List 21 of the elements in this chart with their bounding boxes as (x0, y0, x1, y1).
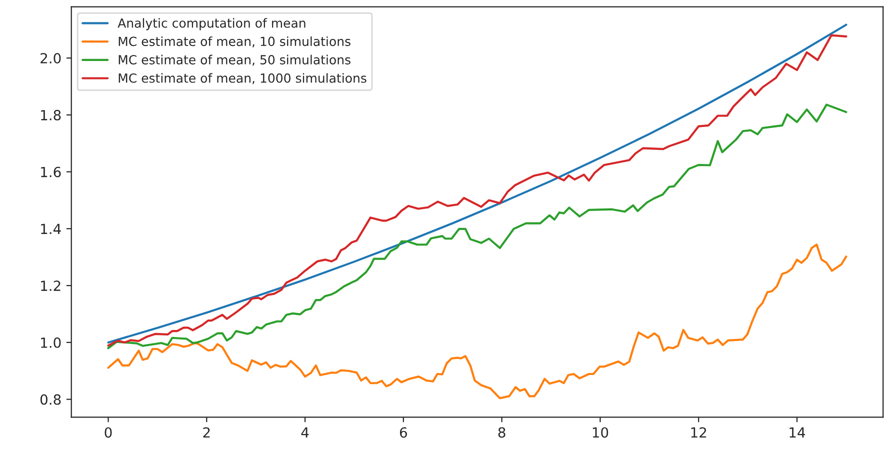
y-tick-label: 1.0 (41, 337, 61, 348)
x-tick-label: 4 (301, 427, 309, 438)
y-tick-label: 1.4 (41, 224, 61, 234)
legend-label: MC estimate of mean, 50 simulations (118, 54, 350, 66)
y-tick-label: 1.8 (41, 110, 61, 120)
line-series (107, 104, 848, 350)
line-series (107, 244, 848, 400)
x-tick-label: 10 (592, 427, 608, 438)
legend-label: MC estimate of mean, 10 simulations (118, 36, 350, 48)
x-tick-label: 2 (203, 427, 210, 438)
y-tick-label: 0.8 (40, 394, 61, 405)
legend-label: Analytic computation of mean (118, 18, 306, 30)
x-tick-label: 12 (691, 427, 706, 438)
x-tick-label: 6 (400, 427, 407, 438)
y-tick-label: 1.2 (41, 280, 60, 291)
legend-label: MC estimate of mean, 1000 simulations (118, 73, 366, 84)
x-tick-label: 8 (498, 427, 506, 438)
y-tick-label: 1.6 (41, 166, 61, 178)
x-tick-label: 0 (104, 427, 112, 438)
x-tick-label: 14 (790, 427, 806, 438)
y-tick-label: 2.0 (40, 53, 61, 64)
